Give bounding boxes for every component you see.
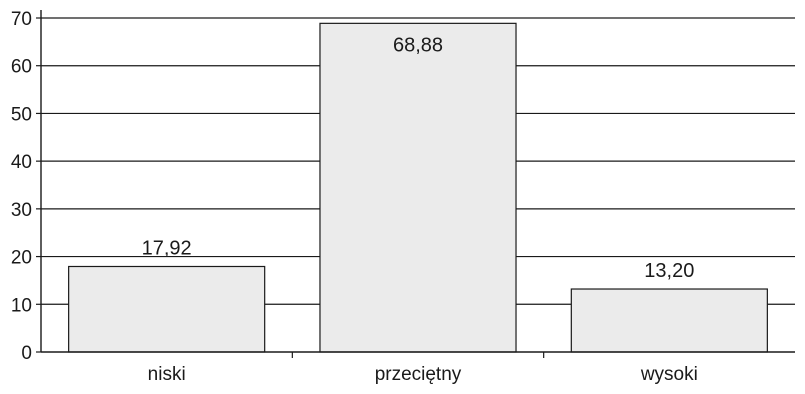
bar-przecietny (319, 22, 517, 353)
labels: 0 10 20 30 40 50 60 70 17,92 niski 68,88 przeciętny… (11, 9, 698, 385)
y-tick-label-0: 0 (21, 343, 32, 364)
y-tick-label-30: 30 (11, 200, 32, 221)
data-label-przecietny: 68,88 (393, 34, 443, 56)
y-tick-label-70: 70 (11, 9, 32, 30)
x-tick-label-niski: niski (148, 364, 186, 385)
x-tick-label-przecietny: przeciętny (375, 364, 462, 385)
data-label-wysoki: 13,20 (644, 260, 694, 282)
y-tick-label-40: 40 (11, 152, 32, 173)
y-tick-label-50: 50 (11, 104, 32, 125)
y-tick-label-20: 20 (11, 248, 32, 269)
x-tick-label-wysoki: wysoki (640, 364, 698, 385)
bar-wysoki (570, 288, 768, 353)
bars (68, 22, 768, 353)
bar-niski (68, 265, 266, 353)
y-tick-label-60: 60 (11, 57, 32, 78)
axes (36, 10, 795, 358)
data-label-niski: 17,92 (142, 237, 192, 259)
y-tick-label-10: 10 (11, 295, 32, 316)
